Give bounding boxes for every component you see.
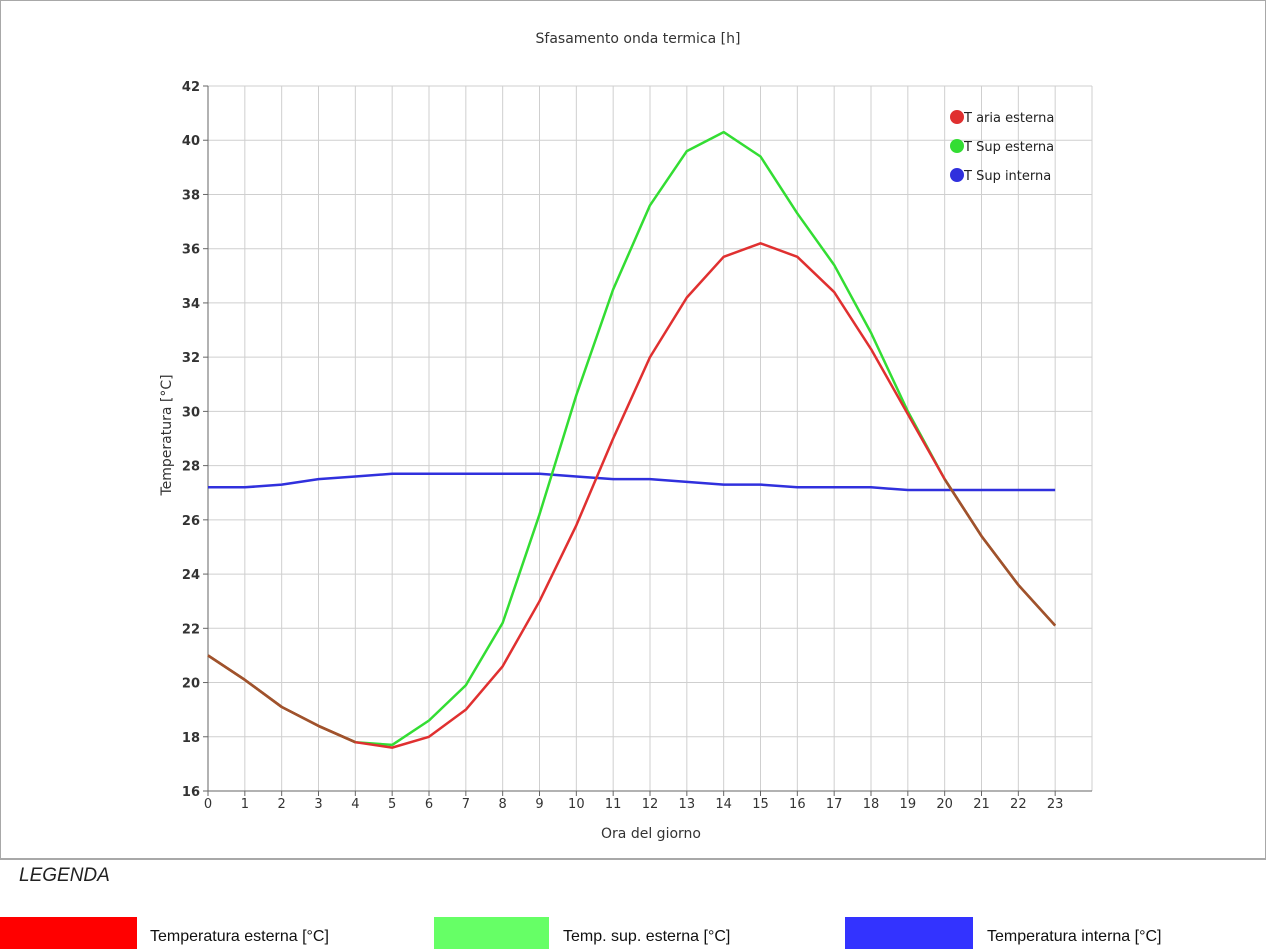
legend-entry-t-sup-interna: T Sup interna — [963, 169, 1051, 184]
y-tick-label: 42 — [182, 80, 200, 95]
series-overlap-segment — [1017, 584, 1057, 627]
y-tick-label: 40 — [182, 134, 200, 149]
y-tick-label: 32 — [182, 351, 200, 366]
legend-label-temperatura-interna: Temperatura interna [°C] — [987, 928, 1162, 945]
temperature-chart: Sfasamento onda termica [h] 161820222426… — [159, 31, 1093, 842]
x-tick-label: 10 — [568, 797, 585, 812]
x-tick-label: 14 — [715, 797, 732, 812]
y-axis-label: Temperatura [°C] — [159, 374, 175, 496]
x-tick-label: 9 — [535, 797, 543, 812]
series-lines — [207, 130, 1057, 749]
swatch-temp-sup-esterna — [434, 917, 549, 949]
x-tick-label: 5 — [388, 797, 396, 812]
frame-divider — [0, 858, 1266, 859]
x-tick-label: 16 — [789, 797, 806, 812]
y-tick-label: 38 — [182, 188, 200, 203]
grid — [207, 85, 1093, 792]
x-tick-label: 2 — [278, 797, 286, 812]
x-tick-label: 21 — [973, 797, 990, 812]
x-tick-label: 12 — [642, 797, 659, 812]
series-overlap-segment — [317, 724, 356, 744]
series-overlap-segment — [244, 678, 283, 708]
series-overlap-segment — [207, 654, 246, 681]
swatch-temperatura-interna — [845, 917, 973, 949]
x-tick-label: 0 — [204, 797, 212, 812]
legend-marker-t-aria-esterna — [950, 110, 964, 124]
legend-heading: LEGENDA — [19, 865, 110, 886]
x-tick-label: 3 — [314, 797, 322, 812]
x-tick-label: 15 — [752, 797, 769, 812]
y-tick-label: 26 — [182, 514, 200, 529]
x-tick-label: 18 — [863, 797, 880, 812]
legend-entry-t-sup-esterna: T Sup esterna — [963, 140, 1054, 155]
swatch-temperatura-esterna — [0, 917, 137, 949]
legend-marker-t-sup-esterna — [950, 139, 964, 153]
y-tick-label: 24 — [182, 568, 200, 583]
legend-section: LEGENDA Temperatura esterna [°C] Temp. s… — [0, 860, 1266, 949]
y-tick-label: 36 — [182, 243, 200, 258]
x-tick-label: 23 — [1047, 797, 1064, 812]
x-tick-label: 1 — [241, 797, 249, 812]
legend-marker-t-sup-interna — [950, 168, 964, 182]
series-overlap-segment — [943, 478, 983, 537]
chart-legend: T aria esterna T Sup esterna T Sup interna — [950, 110, 1054, 184]
chart-title: Sfasamento onda termica [h] — [536, 31, 741, 47]
x-tick-label: 7 — [462, 797, 470, 812]
x-tick-label: 13 — [679, 797, 696, 812]
y-tick-label: 22 — [182, 622, 200, 637]
x-tick-label: 20 — [936, 797, 953, 812]
legend-entry-t-aria-esterna: T aria esterna — [963, 111, 1054, 126]
series-overlap-segment — [980, 535, 1020, 586]
y-tick-label: 20 — [182, 677, 200, 692]
x-tick-label: 17 — [826, 797, 843, 812]
x-tick-label: 19 — [900, 797, 917, 812]
x-tick-label: 4 — [351, 797, 359, 812]
legend-label-temperatura-esterna: Temperatura esterna [°C] — [150, 928, 329, 945]
series-line-t-sup-interna — [208, 472, 1056, 492]
y-tick-label: 34 — [182, 297, 200, 312]
x-tick-label: 11 — [605, 797, 622, 812]
x-tick-label: 8 — [499, 797, 507, 812]
y-tick-label: 28 — [182, 460, 200, 475]
y-tick-label: 30 — [182, 405, 200, 420]
y-tick-label: 16 — [182, 785, 200, 800]
x-tick-label: 22 — [1010, 797, 1027, 812]
x-tick-label: 6 — [425, 797, 433, 812]
y-tick-label: 18 — [182, 731, 200, 746]
legend-label-temp-sup-esterna: Temp. sup. esterna [°C] — [563, 928, 731, 945]
x-axis-label: Ora del giorno — [601, 826, 701, 842]
series-overlap-segment — [281, 705, 320, 728]
